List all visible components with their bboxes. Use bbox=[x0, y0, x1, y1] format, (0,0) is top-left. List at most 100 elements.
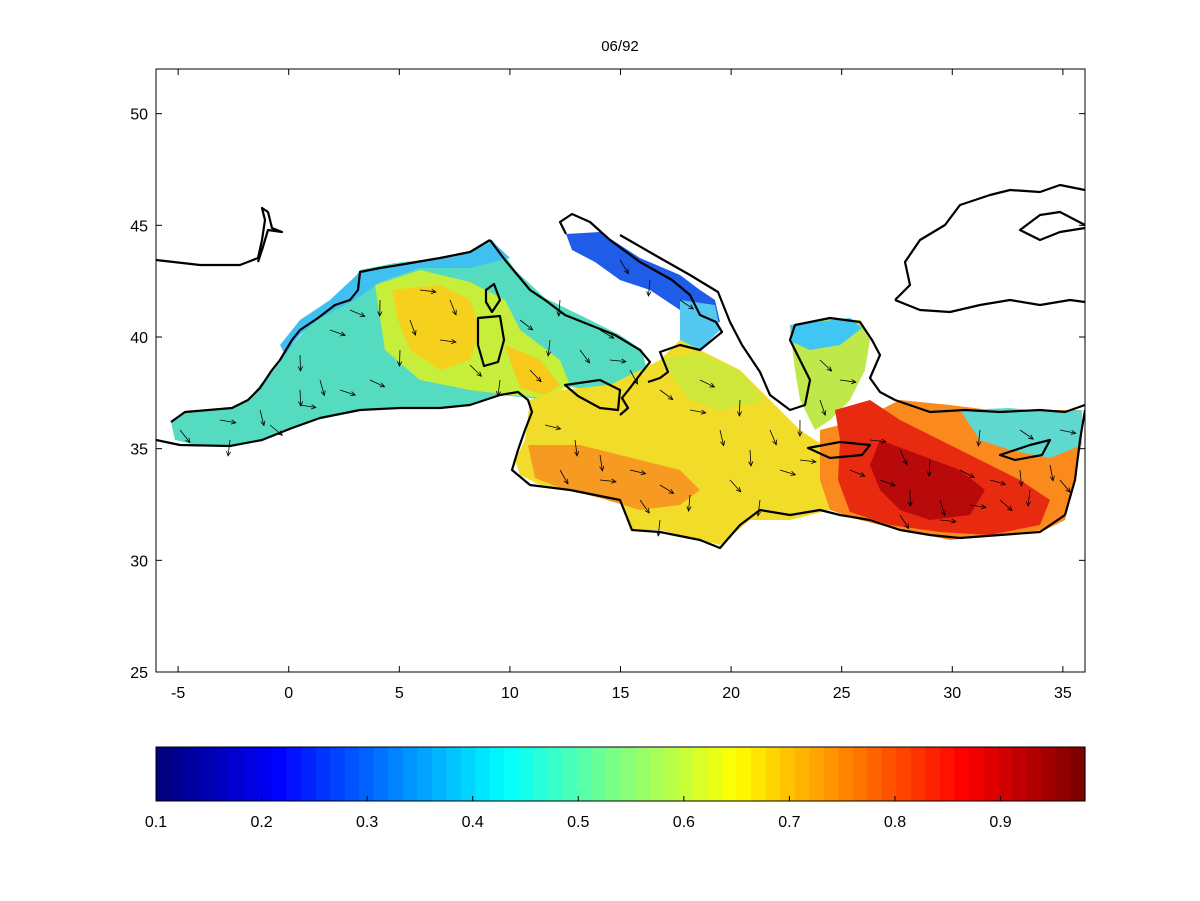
vector-arrow-head bbox=[230, 419, 237, 425]
colorbar-cell bbox=[156, 747, 172, 801]
colorbar-cell bbox=[402, 747, 418, 801]
coast-sicily bbox=[563, 378, 622, 412]
colorbar-ticks: 0.1 0.2 0.3 0.4 0.5 0.6 0.7 0.8 0.9 bbox=[145, 796, 1012, 831]
vector-arrow bbox=[497, 379, 501, 396]
sea-field-liguria-core bbox=[392, 285, 480, 370]
vector-arrow-head bbox=[736, 411, 743, 417]
vector-arrow-head bbox=[686, 506, 692, 512]
y-tick-label: 30 bbox=[130, 553, 148, 570]
vector-arrow-head bbox=[850, 379, 857, 385]
vector-arrow bbox=[719, 429, 725, 446]
vector-arrow bbox=[749, 449, 752, 466]
y-axis-ticks: 25 30 35 40 45 50 bbox=[130, 107, 1085, 682]
vector-arrow bbox=[544, 424, 561, 430]
y-tick-label: 25 bbox=[130, 665, 148, 682]
colorbar-cell bbox=[272, 747, 288, 801]
colorbar-cell bbox=[315, 747, 331, 801]
vector-arrow bbox=[419, 289, 436, 293]
vector-arrow-head bbox=[904, 523, 910, 530]
colorbar-cell bbox=[547, 747, 564, 801]
x-tick-label: 0 bbox=[284, 685, 293, 702]
colorbar-cell bbox=[446, 747, 462, 801]
vector-arrow bbox=[299, 404, 316, 408]
colorbar-cell bbox=[185, 747, 201, 801]
coast-balkans-greece bbox=[619, 234, 1085, 414]
vector-arrow-head bbox=[980, 504, 987, 510]
vector-arrow-head bbox=[859, 472, 866, 477]
vector-arrow-head bbox=[476, 371, 483, 377]
colorbar-tick-label: 0.3 bbox=[356, 814, 378, 831]
coast-cyprus bbox=[998, 438, 1052, 462]
vector-arrow-head bbox=[688, 304, 695, 310]
vector-arrow-head bbox=[536, 376, 542, 383]
vector-arrow-head bbox=[1049, 475, 1055, 482]
sea-field-adriatic bbox=[566, 232, 720, 322]
colorbar-gradient bbox=[156, 747, 1086, 801]
vector-arrow bbox=[219, 419, 236, 424]
y-tick-label: 40 bbox=[130, 330, 148, 347]
vector-arrow-head bbox=[1070, 429, 1077, 435]
vector-arrow bbox=[1027, 489, 1031, 506]
vector-arrow bbox=[819, 359, 832, 372]
vector-arrow-head bbox=[621, 358, 627, 364]
x-tick-label: 35 bbox=[1054, 685, 1072, 702]
colorbar-cell bbox=[939, 747, 955, 801]
vector-arrow bbox=[757, 499, 761, 516]
coast-black-sea bbox=[894, 183, 1085, 314]
vector-arrow bbox=[319, 379, 325, 396]
vector-arrow-head bbox=[599, 465, 605, 472]
colorbar-cell bbox=[968, 747, 984, 801]
vector-arrow bbox=[574, 439, 578, 456]
y-tick-label: 35 bbox=[130, 442, 148, 459]
colorbar-cell bbox=[1070, 747, 1086, 801]
colorbar-tick-label: 0.2 bbox=[250, 814, 272, 831]
map-field bbox=[156, 183, 1085, 550]
colorbar-cell bbox=[881, 747, 897, 801]
colorbar-cell bbox=[823, 747, 839, 801]
colorbar-cell bbox=[896, 747, 912, 801]
colorbar-cell bbox=[925, 747, 941, 801]
x-tick-label: 15 bbox=[612, 685, 630, 702]
sea-field-levantine-max bbox=[870, 440, 985, 520]
vector-arrow bbox=[939, 519, 956, 522]
colorbar-cell bbox=[620, 747, 636, 801]
colorbar-cell bbox=[765, 747, 781, 801]
vector-arrow-head bbox=[667, 394, 674, 401]
vector-arrow-head bbox=[555, 425, 562, 431]
colorbar-cell bbox=[330, 747, 346, 801]
vector-arrow bbox=[469, 364, 482, 377]
vector-arrow bbox=[679, 299, 694, 310]
vector-arrow bbox=[299, 354, 301, 372]
vector-arrow-head bbox=[608, 333, 615, 339]
vector-arrow bbox=[879, 479, 896, 486]
colorbar-cell bbox=[518, 747, 535, 801]
vector-arrow bbox=[1059, 479, 1071, 493]
colorbar-cell bbox=[489, 747, 505, 801]
vector-arrow-head bbox=[397, 361, 403, 367]
vector-arrow-head bbox=[881, 438, 887, 444]
colorbar-cell bbox=[809, 747, 825, 801]
colorbar-cell bbox=[286, 747, 302, 801]
vector-arrow-head bbox=[1018, 481, 1024, 487]
vector-arrow bbox=[659, 389, 674, 400]
vector-arrow bbox=[609, 359, 626, 363]
vector-arrow bbox=[409, 319, 416, 336]
vector-arrow-head bbox=[1000, 480, 1007, 486]
vector-arrow bbox=[599, 479, 616, 483]
vector-arrow-head bbox=[359, 312, 366, 317]
colorbar-cell bbox=[605, 747, 622, 801]
vector-arrow bbox=[899, 514, 910, 529]
vector-arrow bbox=[639, 499, 650, 514]
colorbar-tick-label: 0.6 bbox=[673, 814, 695, 831]
colorbar-tick-label: 0.7 bbox=[778, 814, 800, 831]
vector-arrow-head bbox=[1026, 501, 1032, 507]
colorbar-cell bbox=[736, 747, 752, 801]
vector-arrow bbox=[1049, 464, 1054, 481]
colorbar-cell bbox=[591, 747, 607, 801]
coast-crete bbox=[806, 440, 872, 460]
colorbar-tick-label: 0.1 bbox=[145, 814, 167, 831]
vector-arrow-head bbox=[969, 473, 975, 478]
vector-arrow-head bbox=[646, 291, 652, 297]
vector-arrow bbox=[928, 459, 931, 476]
vector-arrow-head bbox=[709, 382, 716, 388]
